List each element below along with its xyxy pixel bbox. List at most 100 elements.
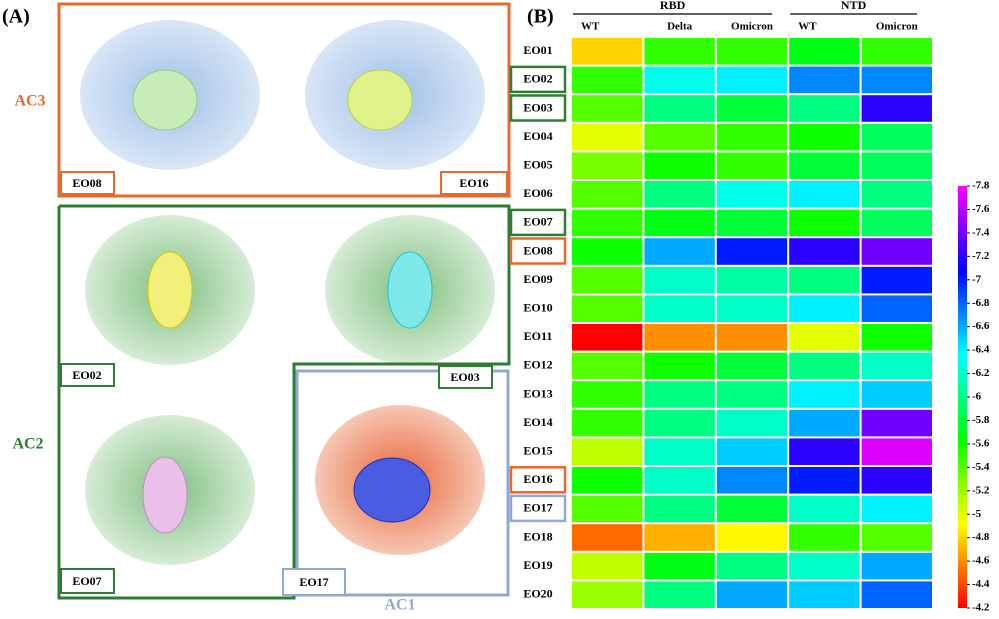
colorbar-tick-label: -7: [972, 273, 982, 285]
row-label: EO12: [523, 358, 552, 372]
cell: [861, 524, 932, 551]
cell: [789, 381, 860, 408]
colorbar-tick-label: -4.2: [972, 602, 990, 614]
cell: [716, 95, 788, 122]
row-label-box: [509, 65, 567, 94]
row-label: EO07: [523, 215, 552, 229]
cell: [644, 238, 715, 265]
cell: [716, 66, 788, 94]
cell: [789, 66, 860, 94]
row-label: EO09: [523, 272, 552, 286]
row-label: EO14: [523, 415, 552, 429]
group-label: AC3: [14, 93, 45, 110]
ac3-box: [57, 2, 511, 198]
cell: [572, 524, 643, 551]
cell: [789, 324, 860, 351]
row-label: EO10: [523, 300, 552, 314]
column-label: WT: [798, 21, 817, 33]
cell: [716, 324, 788, 351]
row-label: EO04: [523, 129, 552, 143]
cell: [572, 438, 643, 465]
column-label: Omicron: [731, 21, 773, 33]
cell: [861, 95, 932, 122]
cell: [644, 581, 715, 608]
cell: [789, 181, 860, 208]
tag: EO02: [72, 368, 101, 382]
row-label: EO11: [524, 329, 553, 343]
tag: EO16: [459, 176, 488, 190]
cell: [716, 467, 788, 494]
cell: [572, 266, 643, 294]
row-label: EO01: [523, 43, 552, 57]
cell: [572, 324, 643, 351]
cell: [572, 409, 643, 437]
tag: EO17: [299, 575, 328, 589]
cell: [861, 295, 932, 322]
colorbar-tick-label: -4.6: [972, 555, 990, 567]
cell: [789, 552, 860, 580]
cell: [644, 381, 715, 408]
cell: [572, 66, 643, 94]
cell: [789, 95, 860, 122]
row-label: EO16: [523, 472, 552, 486]
colorbar-tick-label: -6.2: [972, 367, 990, 379]
cell: [644, 38, 715, 65]
row-label: EO13: [523, 386, 552, 400]
colorbar-tick-label: -5.2: [972, 484, 990, 496]
column-label: Delta: [667, 21, 693, 33]
colorbar-tick-label: -7.8: [972, 180, 990, 192]
cell: [861, 66, 932, 94]
cell: [861, 352, 932, 380]
cell: [644, 352, 715, 380]
cell: [572, 295, 643, 322]
cell: [716, 524, 788, 551]
colorbar-tick-label: -7.4: [972, 226, 990, 238]
colorbar-tick-label: -5.8: [972, 414, 990, 426]
colorbar-tick-label: -7.2: [972, 250, 990, 262]
cell: [861, 266, 932, 294]
tag: EO07: [72, 574, 101, 588]
colorbar-tick-label: -4.8: [972, 531, 990, 543]
row-label: EO02: [523, 72, 552, 86]
row-label: EO18: [523, 529, 552, 543]
cell: [572, 467, 643, 494]
cell: [572, 95, 643, 122]
cell: [716, 123, 788, 151]
cell: [789, 38, 860, 65]
cell: [716, 209, 788, 237]
cell: [716, 238, 788, 265]
cell: [644, 409, 715, 437]
cell: [716, 181, 788, 208]
cell: [716, 266, 788, 294]
column-label: WT: [581, 21, 600, 33]
row-label: EO06: [523, 186, 552, 200]
cell: [861, 467, 932, 494]
row-label: EO17: [523, 501, 552, 515]
cell: [572, 352, 643, 380]
cell: [572, 495, 643, 523]
row-label-box: [509, 94, 567, 122]
cell: [716, 152, 788, 179]
cell: [644, 209, 715, 237]
cell: [861, 324, 932, 351]
cell: [861, 381, 932, 408]
cell: [789, 266, 860, 294]
row-label: EO08: [523, 243, 552, 257]
colorbar-tick-label: -5: [972, 508, 982, 520]
cell: [644, 295, 715, 322]
colorbar-tick-label: -6.4: [972, 344, 990, 356]
row-label: EO05: [523, 157, 552, 171]
ac1-image: [315, 405, 485, 555]
cell: [861, 209, 932, 237]
cell: [861, 238, 932, 265]
tag: EO08: [72, 176, 101, 190]
cell: [716, 438, 788, 465]
cell: [572, 181, 643, 208]
row-label: EO19: [523, 558, 552, 572]
cell: [644, 438, 715, 465]
cell: [644, 495, 715, 523]
row-label: EO03: [523, 100, 552, 114]
cell: [789, 581, 860, 608]
cell: [572, 552, 643, 580]
cell: [789, 524, 860, 551]
